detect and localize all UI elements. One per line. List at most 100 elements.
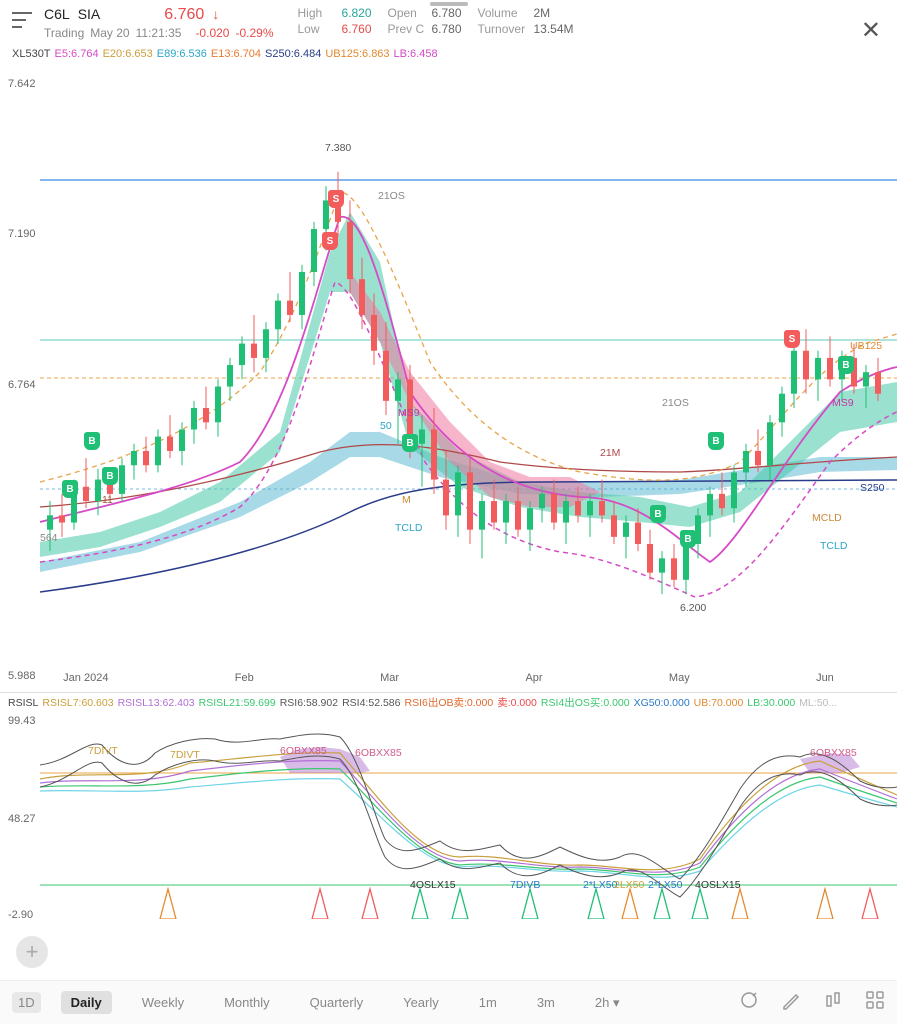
y-axis-label: 6.764: [8, 379, 36, 391]
sub-annotation: 6OBXX85: [280, 745, 327, 757]
sub-annotation: 4OSLX15: [410, 879, 456, 891]
pencil-icon[interactable]: [781, 990, 801, 1015]
sub-annotation: 6OBXX85: [355, 747, 402, 759]
timeframe-quarterly[interactable]: Quarterly: [300, 991, 373, 1014]
sub-annotation: 6OBXX85: [810, 747, 857, 759]
timeframe-1m[interactable]: 1m: [469, 991, 507, 1014]
sub-annotation: 2*LX50: [583, 879, 617, 891]
stat-turn: 13.54M: [534, 22, 576, 36]
sub-indicator-label: RSISL21:59.699: [199, 697, 276, 709]
buy-marker: B: [84, 432, 100, 450]
x-axis-label: Jan 2024: [63, 672, 108, 684]
chart-annotation: UB125: [850, 340, 882, 352]
indicator-label: UB125:6.863: [325, 48, 389, 60]
main-chart[interactable]: 7.6427.1906.7645.988 Jan 2024FebMarAprMa…: [0, 62, 897, 692]
close-icon[interactable]: ✕: [861, 16, 881, 45]
stat-open: 6.780: [432, 6, 474, 20]
grid-icon[interactable]: [865, 990, 885, 1015]
header: C6L SIA 6.760 ↓ Trading May 20 11:21:35 …: [0, 0, 897, 46]
stats-block: High 6.820 Open 6.780 Volume 2M Low 6.76…: [298, 6, 576, 38]
timeframe-monthly[interactable]: Monthly: [214, 991, 280, 1014]
buy-marker: B: [62, 480, 78, 498]
add-indicator-button[interactable]: +: [16, 936, 48, 968]
chart-annotation: MCLD: [812, 512, 842, 524]
sub-annotation: 7DIVB: [510, 879, 540, 891]
sub-indicator-label: RSI4出OS买:0.000: [541, 697, 630, 709]
price-chart-svg: [40, 62, 897, 672]
status-label: Trading: [44, 26, 84, 40]
chart-annotation: 21OS: [662, 397, 689, 409]
draw-tool-icon[interactable]: [739, 990, 759, 1015]
indicators-bar: XL530T E5:6.764 E20:6.653 E89:6.536 E13:6.70…: [0, 46, 897, 62]
sub-indicator-label: UB:70.000: [694, 697, 744, 709]
buy-marker: B: [102, 467, 118, 485]
y-axis-label: 7.190: [8, 228, 36, 240]
x-axis-label: Apr: [525, 672, 542, 684]
chart-annotation: 6.200: [680, 602, 706, 614]
chart-annotation: TCLD: [395, 522, 422, 534]
sub-annotation: 2*LX50: [648, 879, 682, 891]
sub-indicator-label: ML:50...: [799, 697, 837, 709]
sub-indicator-label: RSI4:52.586: [342, 697, 400, 709]
buy-marker: B: [402, 434, 418, 452]
sub-indicator-label: RSI6出OB卖:0.000: [404, 697, 493, 709]
sub-y-label: -2.90: [8, 909, 33, 921]
y-axis-label: 7.642: [8, 78, 36, 90]
x-axis-label: Feb: [235, 672, 254, 684]
last-price: 6.760: [164, 6, 204, 24]
buy-marker: B: [650, 505, 666, 523]
sub-indicator-label: 卖:0.000: [497, 697, 537, 709]
chart-annotation: 21OS: [378, 190, 405, 202]
menu-search-icon[interactable]: [12, 10, 32, 30]
sub-annotation: 7DIVT: [170, 749, 200, 761]
timeframe-2h[interactable]: 2h ▾: [585, 991, 630, 1015]
ticker-symbol[interactable]: C6L: [44, 6, 70, 22]
buy-marker: B: [708, 432, 724, 450]
sub-indicator-label: RSI6:58.902: [280, 697, 338, 709]
indicator-label: E89:6.536: [157, 48, 207, 60]
date-label: May 20: [90, 26, 129, 40]
sub-indicator-label: RSISL7:60.603: [42, 697, 113, 709]
sell-marker: S: [784, 330, 800, 348]
indicator-label: S250:6.484: [265, 48, 321, 60]
sub-indicator-label: RSISL13:62.403: [118, 697, 195, 709]
sub-y-label: 99.43: [8, 715, 36, 727]
x-axis-label: Jun: [816, 672, 834, 684]
timeframe-daily[interactable]: Daily: [61, 991, 112, 1014]
indicator-label: E5:6.764: [55, 48, 99, 60]
drag-handle[interactable]: [430, 2, 468, 6]
rsi-chart-svg: [40, 709, 897, 919]
indicator-label: XL530T: [12, 48, 51, 60]
indicator-label: E13:6.704: [211, 48, 261, 60]
timeframe-3m[interactable]: 3m: [527, 991, 565, 1014]
sub-indicator-label: XG50:0.000: [634, 697, 690, 709]
ticker-name: SIA: [78, 6, 101, 22]
chart-annotation: 50: [380, 420, 392, 432]
chart-annotation: 21M: [600, 447, 620, 459]
timeframe-weekly[interactable]: Weekly: [132, 991, 194, 1014]
change-pct: -0.29%: [235, 26, 273, 40]
sub-annotation: 4OSLX15: [695, 879, 741, 891]
sub-indicator-label: LB:30.000: [747, 697, 795, 709]
x-axis: Jan 2024 Feb Mar Apr May Jun: [0, 672, 897, 684]
sub-annotation: 2LX50: [614, 879, 644, 891]
indicator-label: E20:6.653: [103, 48, 153, 60]
stat-high: 6.820: [342, 6, 384, 20]
sell-marker: S: [328, 190, 344, 208]
sub-annotation: 7DIVT: [88, 745, 118, 757]
chart-annotation: 11: [102, 494, 113, 506]
stat-vol: 2M: [534, 6, 576, 20]
chart-annotation: 7.380: [325, 142, 351, 154]
sub-chart[interactable]: RSISL RSISL7:60.603 RSISL13:62.403 RSISL21:…: [0, 692, 897, 922]
sub-indicator-label: RSISL: [8, 697, 38, 709]
buy-marker: B: [838, 356, 854, 374]
x-axis-label: May: [669, 672, 690, 684]
x-axis-label: Mar: [380, 672, 399, 684]
timeframe-1d[interactable]: 1D: [12, 992, 41, 1013]
chart-annotation: 564: [40, 532, 58, 544]
timeframe-yearly[interactable]: Yearly: [393, 991, 449, 1014]
chart-annotation: TCLD: [820, 540, 847, 552]
sub-y-label: 48.27: [8, 813, 36, 825]
candles-icon[interactable]: [823, 990, 843, 1015]
bottom-toolbar: 1D Daily Weekly Monthly Quarterly Yearly 1m 3m 2…: [0, 980, 897, 1024]
